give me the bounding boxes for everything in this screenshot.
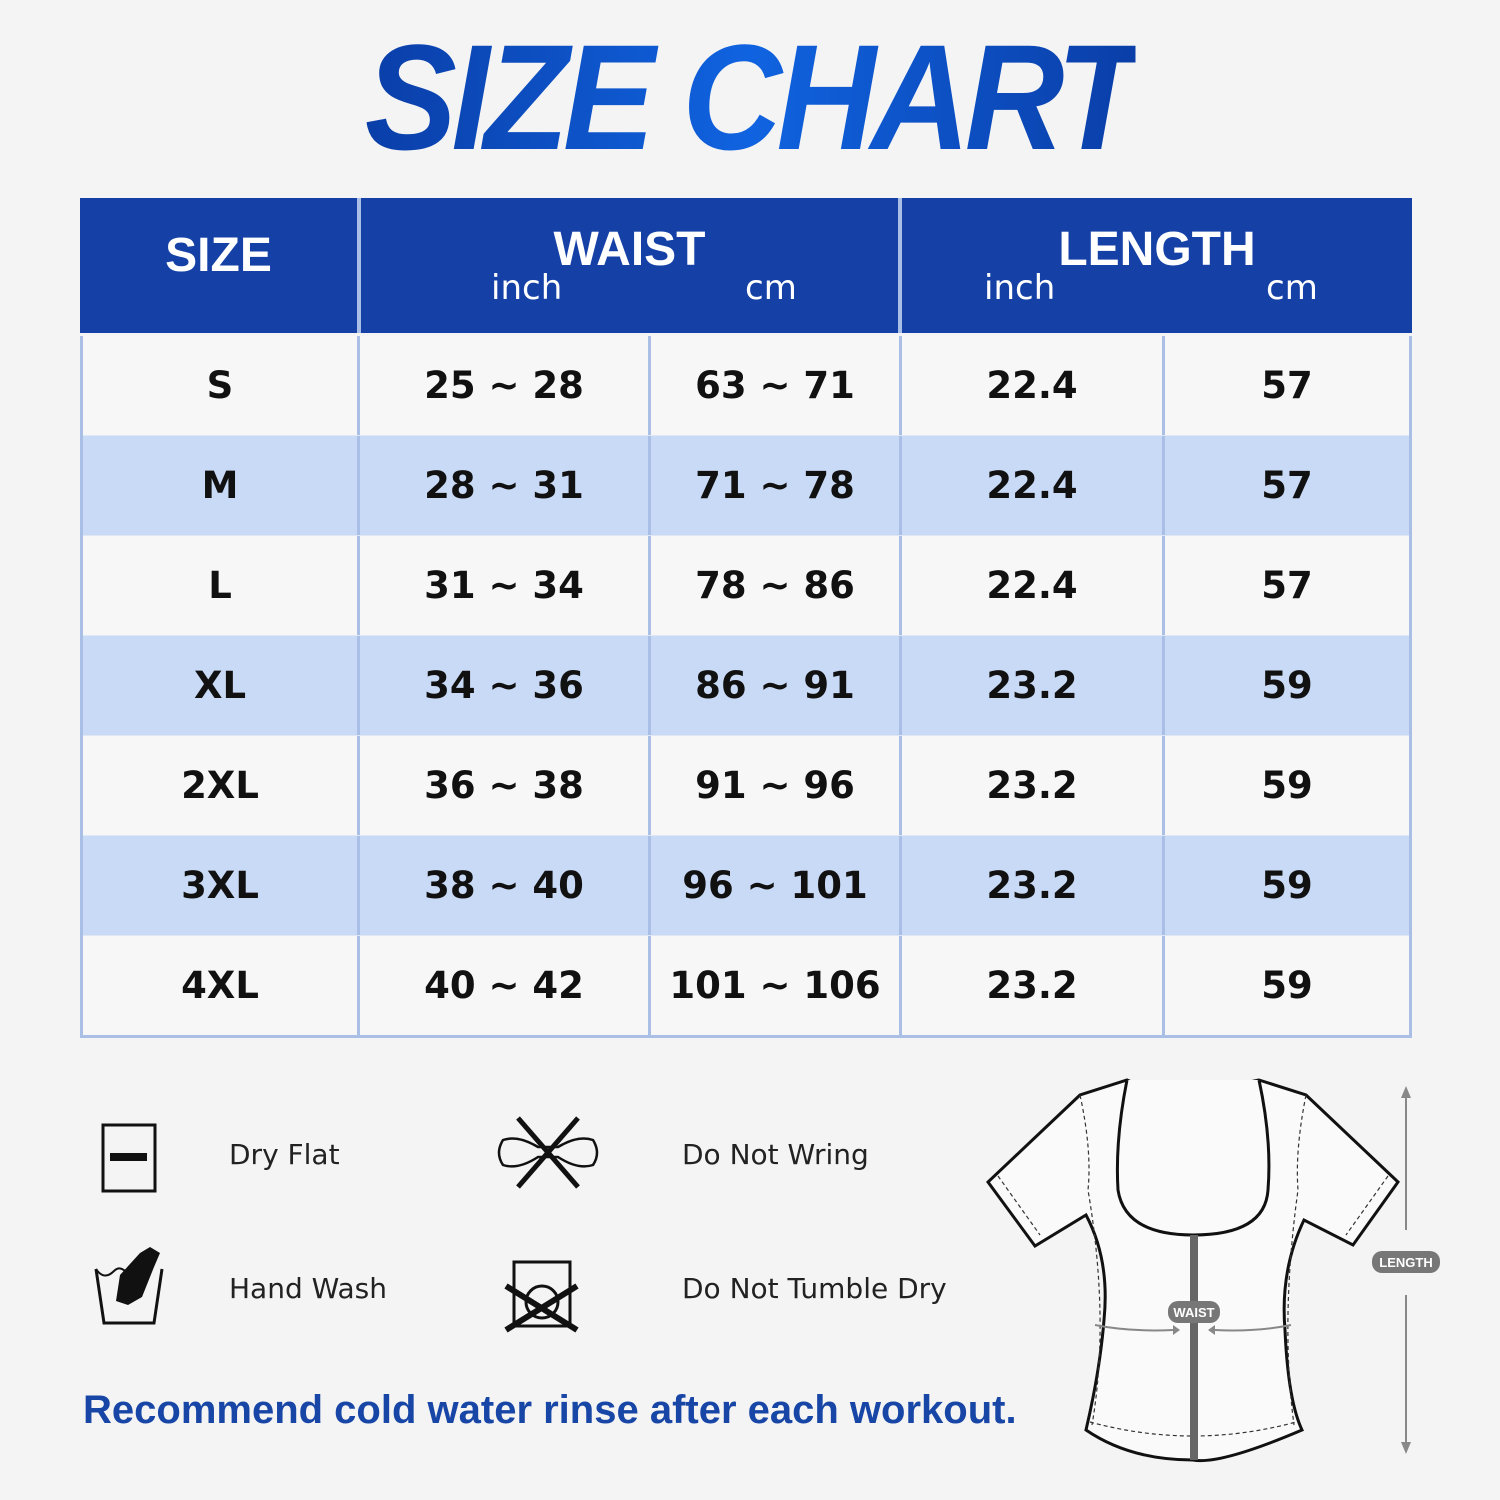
cell-waist-inch: 36 ~ 38 <box>357 736 648 835</box>
cell-length-cm: 59 <box>1162 736 1409 835</box>
cell-length-inch: 22.4 <box>899 536 1162 635</box>
cell-length-cm: 59 <box>1162 636 1409 735</box>
header-length-cm: cm <box>1266 268 1318 308</box>
table-row: 2XL 36 ~ 38 91 ~ 96 23.2 59 <box>83 736 1409 836</box>
table-body: S 25 ~ 28 63 ~ 71 22.4 57 M 28 ~ 31 71 ~ 78 22.4… <box>80 336 1412 1038</box>
cell-size: 2XL <box>181 764 259 807</box>
length-tag-label: LENGTH <box>1379 1255 1432 1270</box>
cell-waist-inch: 31 ~ 34 <box>357 536 648 635</box>
table-row: 4XL 40 ~ 42 101 ~ 106 23.2 59 <box>83 936 1409 1035</box>
cell-waist-inch: 25 ~ 28 <box>357 336 648 435</box>
cell-waist-inch: 38 ~ 40 <box>357 836 648 935</box>
cell-waist-cm: 78 ~ 86 <box>648 536 899 635</box>
cell-size: L <box>208 564 232 607</box>
cell-size: 3XL <box>181 864 259 907</box>
header-length-inch: inch <box>984 268 1056 308</box>
garment-diagram: WAIST LENGTH <box>986 1078 1440 1463</box>
cell-waist-cm: 101 ~ 106 <box>648 936 899 1035</box>
waist-tag-label: WAIST <box>1173 1305 1214 1320</box>
header-waist-label: WAIST <box>553 223 706 276</box>
cell-size: M <box>201 464 239 507</box>
table-row: XL 34 ~ 36 86 ~ 91 23.2 59 <box>83 636 1409 736</box>
do-not-wring-icon <box>497 1116 599 1189</box>
cell-length-inch: 22.4 <box>899 336 1162 435</box>
table-row: S 25 ~ 28 63 ~ 71 22.4 57 <box>83 336 1409 436</box>
cell-length-inch: 23.2 <box>899 636 1162 735</box>
cell-length-inch: 23.2 <box>899 736 1162 835</box>
length-tag <box>1372 1251 1440 1273</box>
cell-size: S <box>206 364 234 407</box>
cell-length-cm: 57 <box>1162 436 1409 535</box>
header-waist: WAIST inch cm <box>357 198 898 333</box>
cell-length-cm: 59 <box>1162 936 1409 1035</box>
page-title: SIZE CHART <box>364 13 1141 181</box>
cell-length-cm: 57 <box>1162 336 1409 435</box>
care-note: Recommend cold water rinse after each wo… <box>83 1388 1017 1432</box>
do-not-tumble-dry-icon <box>504 1260 579 1333</box>
cell-waist-cm: 96 ~ 101 <box>648 836 899 935</box>
cell-waist-cm: 86 ~ 91 <box>648 636 899 735</box>
header-waist-cm: cm <box>745 268 797 308</box>
table-header: SIZE WAIST inch cm LENGTH inch cm <box>80 198 1412 333</box>
header-waist-inch: inch <box>491 268 563 308</box>
cell-waist-cm: 71 ~ 78 <box>648 436 899 535</box>
header-size: SIZE <box>80 198 357 333</box>
cell-length-inch: 23.2 <box>899 836 1162 935</box>
care-label-hand-wash: Hand Wash <box>229 1272 388 1305</box>
hand-wash-icon <box>94 1247 164 1325</box>
cell-length-cm: 59 <box>1162 836 1409 935</box>
table-row: M 28 ~ 31 71 ~ 78 22.4 57 <box>83 436 1409 536</box>
cell-waist-inch: 40 ~ 42 <box>357 936 648 1035</box>
cell-size: XL <box>193 664 247 707</box>
care-label-do-not-tumble-dry: Do Not Tumble Dry <box>682 1272 947 1305</box>
cell-length-inch: 23.2 <box>899 936 1162 1035</box>
size-table: SIZE WAIST inch cm LENGTH inch cm S 25 ~ … <box>80 198 1412 1038</box>
cell-waist-inch: 28 ~ 31 <box>357 436 648 535</box>
waist-tag <box>1168 1301 1220 1323</box>
header-length: LENGTH inch cm <box>898 198 1412 333</box>
care-label-dry-flat: Dry Flat <box>229 1138 340 1171</box>
table-row: 3XL 38 ~ 40 96 ~ 101 23.2 59 <box>83 836 1409 936</box>
care-label-do-not-wring: Do Not Wring <box>682 1138 869 1171</box>
cell-waist-cm: 63 ~ 71 <box>648 336 899 435</box>
cell-waist-inch: 34 ~ 36 <box>357 636 648 735</box>
header-size-label: SIZE <box>165 229 272 282</box>
cell-size: 4XL <box>181 964 259 1007</box>
header-length-label: LENGTH <box>1058 223 1256 276</box>
dry-flat-icon <box>101 1123 157 1193</box>
cell-length-cm: 57 <box>1162 536 1409 635</box>
cell-length-inch: 22.4 <box>899 436 1162 535</box>
cell-waist-cm: 91 ~ 96 <box>648 736 899 835</box>
table-row: L 31 ~ 34 78 ~ 86 22.4 57 <box>83 536 1409 636</box>
